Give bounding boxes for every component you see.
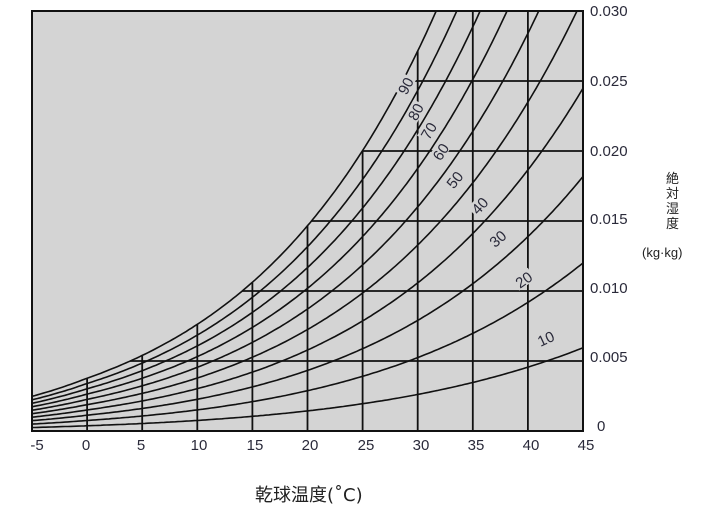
rh-curve-10 [32, 347, 584, 429]
y-tick: 0.010 [590, 280, 628, 297]
rh-label: 90 [395, 75, 418, 98]
x-axis-label: 乾球温度(˚C) [255, 485, 363, 506]
rh-label: 10 [535, 328, 557, 350]
y-axis-unit: (kg·kg) [642, 245, 683, 260]
x-tick: 35 [467, 437, 485, 454]
x-tick: 20 [301, 437, 319, 454]
y-axis-label: 絶対湿度 [666, 172, 680, 232]
rh-curve-60 [31, 10, 540, 411]
x-tick: 15 [246, 437, 264, 454]
rh-curves [31, 10, 584, 429]
rh-label: 80 [405, 101, 428, 124]
y-tick: 0 [597, 418, 606, 435]
rh-curve-50 [31, 10, 578, 415]
x-tick: 30 [412, 437, 430, 454]
rh-curve-100 [31, 10, 437, 398]
x-tick: 5 [136, 437, 146, 454]
y-tick: 0.025 [590, 73, 628, 90]
rh-curve-20 [31, 262, 584, 425]
rh-curve-70 [31, 10, 508, 408]
x-tick: 45 [577, 437, 595, 454]
plot-frame [31, 10, 584, 432]
y-tick: 0.005 [590, 349, 628, 366]
rh-label: 70 [418, 120, 441, 143]
rh-curve-40 [31, 87, 584, 418]
rh-curve-80 [31, 10, 481, 405]
x-tick: 25 [357, 437, 375, 454]
rh-curve-90 [31, 10, 458, 401]
rh-label: 60 [430, 141, 453, 164]
x-tick: 40 [522, 437, 540, 454]
x-tick: 0 [81, 437, 91, 454]
y-tick: 0.030 [590, 3, 628, 20]
rh-label: 20 [513, 269, 536, 292]
rh-label: 50 [444, 168, 468, 192]
y-tick: 0.015 [590, 211, 628, 228]
x-tick: 10 [190, 437, 208, 454]
y-tick: 0.020 [590, 143, 628, 160]
x-tick: -5 [30, 437, 44, 454]
rh-curve-30 [31, 175, 584, 422]
